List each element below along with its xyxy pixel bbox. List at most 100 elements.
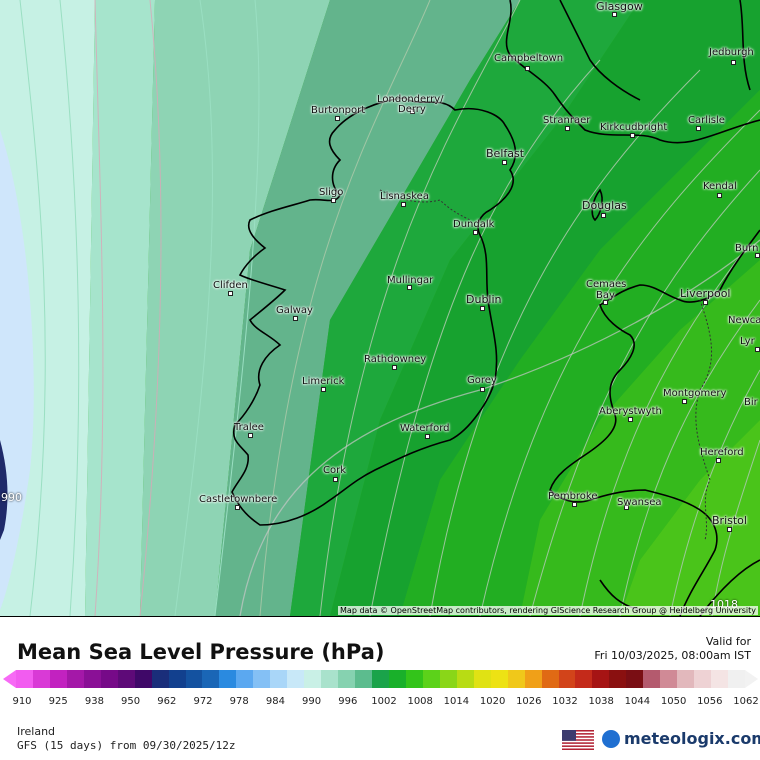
- city-marker: [407, 285, 412, 290]
- color-swatch: [388, 670, 406, 688]
- color-swatch: [168, 670, 186, 688]
- city-label-tralee: Tralee: [234, 422, 264, 433]
- color-swatch: [592, 670, 610, 688]
- city-label-kirkcudbright: Kirkcudbright: [600, 122, 668, 133]
- scale-tick-label: 962: [157, 696, 177, 707]
- color-swatch: [219, 670, 237, 688]
- color-swatch: [202, 670, 220, 688]
- scale-tick-label: 1002: [371, 696, 397, 707]
- color-swatch: [643, 670, 661, 688]
- region-label: Ireland: [17, 725, 56, 738]
- legend-title: Mean Sea Level Pressure (hPa): [17, 640, 385, 664]
- city-marker: [321, 387, 326, 392]
- city-marker: [696, 126, 701, 131]
- city-label-waterford: Waterford: [400, 423, 450, 434]
- scale-tick-label: 1026: [516, 696, 542, 707]
- legend-panel: Mean Sea Level Pressure (hPa) Valid for …: [0, 617, 760, 760]
- color-swatch: [151, 670, 169, 688]
- city-label-bristol: Bristol: [712, 514, 747, 527]
- scale-tick-label: 1032: [552, 696, 578, 707]
- city-label-campbeltown: Campbeltown: [494, 53, 564, 64]
- city-marker: [731, 60, 736, 65]
- city-label-sligo: Sligo: [319, 187, 344, 198]
- color-swatch: [185, 670, 203, 688]
- scale-tick-label: 972: [193, 696, 213, 707]
- city-label-dundalk: Dundalk: [453, 219, 495, 230]
- color-swatch: [32, 670, 50, 688]
- brand-logo[interactable]: meteologix.com: [624, 729, 760, 748]
- color-swatch: [456, 670, 474, 688]
- scale-tick-label: 984: [265, 696, 285, 707]
- city-label-burtonport: Burtonport: [311, 105, 366, 116]
- color-swatch: [236, 670, 254, 688]
- city-label-bir: Bir: [744, 397, 758, 408]
- city-label-derry: Derry: [398, 104, 426, 115]
- city-label-cemaes: Cemaes: [586, 279, 627, 290]
- city-marker: [473, 230, 478, 235]
- color-swatch: [711, 670, 729, 688]
- city-label-montgomery: Montgomery: [663, 388, 727, 399]
- color-swatch: [558, 670, 576, 688]
- city-marker: [727, 527, 732, 532]
- city-marker: [333, 477, 338, 482]
- city-label-mullingar: Mullingar: [387, 275, 434, 286]
- color-swatch: [677, 670, 695, 688]
- city-label-swansea: Swansea: [617, 497, 662, 508]
- scale-tick-label: 1062: [733, 696, 759, 707]
- city-label-dublin: Dublin: [466, 293, 502, 306]
- color-swatch: [490, 670, 508, 688]
- color-swatch: [321, 670, 339, 688]
- color-swatch: [304, 670, 322, 688]
- city-label-limerick: Limerick: [302, 376, 345, 387]
- color-swatch: [609, 670, 627, 688]
- color-swatch: [100, 670, 118, 688]
- color-swatch: [507, 670, 525, 688]
- map-credit: Map data © OpenStreetMap contributors, r…: [338, 606, 758, 615]
- us-flag-icon[interactable]: [562, 730, 594, 750]
- scale-min-arrow-icon: [3, 670, 16, 688]
- color-swatch: [728, 670, 745, 688]
- color-swatch: [575, 670, 593, 688]
- scale-max-arrow-icon: [745, 670, 758, 688]
- color-swatch: [49, 670, 67, 688]
- color-swatch: [372, 670, 389, 688]
- city-marker: [331, 198, 336, 203]
- city-label-jedburgh: Jedburgh: [709, 47, 754, 58]
- color-swatch: [439, 670, 457, 688]
- pressure-map[interactable]: Glasgow Jedburgh Campbeltown Burtonport …: [0, 0, 760, 617]
- city-marker: [228, 291, 233, 296]
- scale-tick-label: 925: [48, 696, 68, 707]
- city-marker: [603, 300, 608, 305]
- city-label-rathdowney: Rathdowney: [364, 354, 427, 365]
- color-swatch: [117, 670, 135, 688]
- city-marker: [565, 126, 570, 131]
- color-swatch: [473, 670, 491, 688]
- city-marker: [410, 109, 415, 114]
- city-marker: [716, 458, 721, 463]
- city-label-cork: Cork: [323, 465, 347, 476]
- city-label-clifden: Clifden: [213, 280, 248, 291]
- city-label-lisnaskea: Lisnaskea: [380, 191, 429, 202]
- city-marker: [525, 66, 530, 71]
- city-label-burn: Burn: [735, 243, 759, 254]
- city-label-stranraer: Stranraer: [543, 115, 591, 126]
- scale-tick-label: 938: [84, 696, 104, 707]
- city-marker: [717, 193, 722, 198]
- city-label-aberystwyth: Aberystwyth: [599, 406, 662, 417]
- city-marker: [630, 133, 635, 138]
- valid-label: Valid for: [705, 635, 751, 648]
- color-swatch: [694, 670, 712, 688]
- city-label-lyr: Lyr: [740, 336, 755, 347]
- color-swatch: [355, 670, 373, 688]
- meteologix-logo-icon: [602, 730, 620, 748]
- scale-tick-label: 1020: [479, 696, 506, 707]
- color-swatch: [253, 670, 271, 688]
- color-swatch: [270, 670, 288, 688]
- scale-tick-label: 1050: [660, 696, 687, 707]
- city-marker: [755, 347, 760, 352]
- city-label-douglas: Douglas: [582, 199, 627, 212]
- city-label-londonderry: Londonderry/: [377, 94, 444, 105]
- city-marker: [235, 505, 240, 510]
- valid-time: Fri 10/03/2025, 08:00am IST: [594, 649, 751, 662]
- scale-tick-label: 950: [121, 696, 141, 707]
